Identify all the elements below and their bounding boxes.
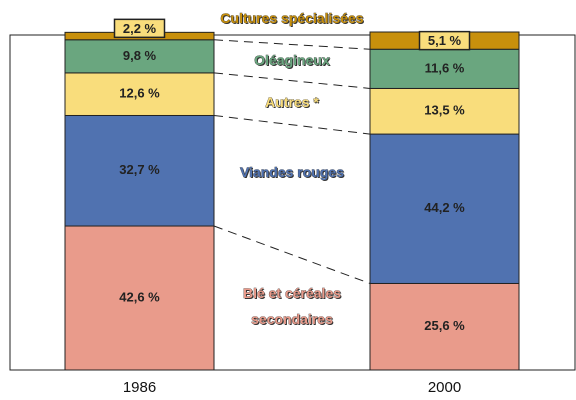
label-box bbox=[113, 18, 166, 39]
value-label: 32,7 % bbox=[119, 162, 160, 177]
bar-segment bbox=[369, 133, 520, 284]
value-label: 13,5 % bbox=[424, 103, 465, 118]
connector bbox=[213, 114, 371, 135]
value-label: 12,6 % bbox=[119, 86, 160, 101]
connector bbox=[213, 225, 371, 284]
bar-segment bbox=[64, 39, 215, 74]
x-tick-label: 1986 bbox=[123, 379, 156, 396]
series-label: Blé et céréales secondaires bbox=[242, 285, 342, 328]
bar-segment bbox=[369, 282, 520, 371]
series-label: Cultures spécialisées bbox=[220, 10, 364, 27]
value-label: 11,6 % bbox=[425, 60, 465, 75]
bar-segment bbox=[369, 87, 520, 135]
connector bbox=[213, 72, 371, 89]
value-label: 25,6 % bbox=[424, 318, 465, 333]
series-label: Oléagineux bbox=[254, 52, 330, 69]
value-label: 44,2 % bbox=[424, 200, 465, 215]
label-box bbox=[418, 30, 471, 51]
series-label: Autres * bbox=[265, 94, 319, 111]
x-tick-label: 2000 bbox=[428, 379, 461, 396]
frame bbox=[9, 34, 576, 371]
value-label: 2,2 % bbox=[123, 21, 157, 36]
series-label: Viandes rouges bbox=[239, 164, 345, 181]
bar-segment bbox=[64, 72, 215, 116]
value-label: 9,8 % bbox=[123, 48, 157, 63]
value-label: 42,6 % bbox=[119, 289, 160, 304]
bar-segment bbox=[369, 48, 520, 89]
connector bbox=[213, 39, 371, 50]
value-label: 5,1 % bbox=[428, 33, 462, 48]
